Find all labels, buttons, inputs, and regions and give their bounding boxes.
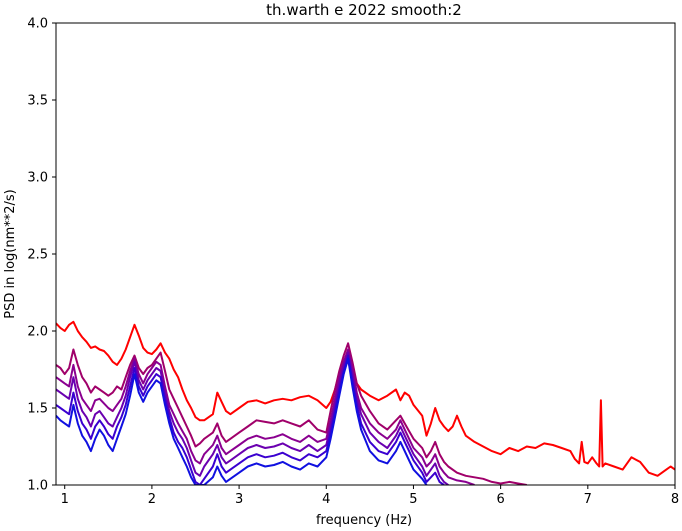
x-tick-label: 5 xyxy=(409,492,417,507)
x-axis-ticks: 1 2 3 4 5 6 7 8 xyxy=(61,485,679,507)
y-tick-label: 4.0 xyxy=(27,17,48,32)
series-line-2 xyxy=(56,342,527,485)
series-line-4 xyxy=(56,351,449,485)
y-tick-label: 2.0 xyxy=(27,325,48,340)
x-axis-label: frequency (Hz) xyxy=(316,513,412,528)
y-tick-label: 1.5 xyxy=(27,402,48,417)
x-tick-label: 4 xyxy=(322,492,330,507)
y-axis-ticks: 1.0 1.5 2.0 2.5 3.0 3.5 4.0 xyxy=(27,17,56,494)
series-layer xyxy=(56,320,675,485)
series-line-5 xyxy=(56,354,445,485)
x-tick-label: 8 xyxy=(671,492,679,507)
y-tick-label: 2.5 xyxy=(27,248,48,263)
x-tick-label: 2 xyxy=(148,492,156,507)
y-tick-label: 3.5 xyxy=(27,94,48,109)
series-line-3 xyxy=(56,348,475,485)
plot-area xyxy=(56,23,675,485)
x-tick-label: 6 xyxy=(496,492,504,507)
series-line-6 xyxy=(56,357,428,485)
x-tick-label: 3 xyxy=(235,492,243,507)
x-tick-label: 7 xyxy=(584,492,592,507)
y-tick-label: 1.0 xyxy=(27,479,48,494)
chart-title: th.warth e 2022 smooth:2 xyxy=(266,1,462,19)
y-axis-label: PSD in log(nm**2/s) xyxy=(3,189,18,319)
y-tick-label: 3.0 xyxy=(27,171,48,186)
x-tick-label: 1 xyxy=(61,492,69,507)
